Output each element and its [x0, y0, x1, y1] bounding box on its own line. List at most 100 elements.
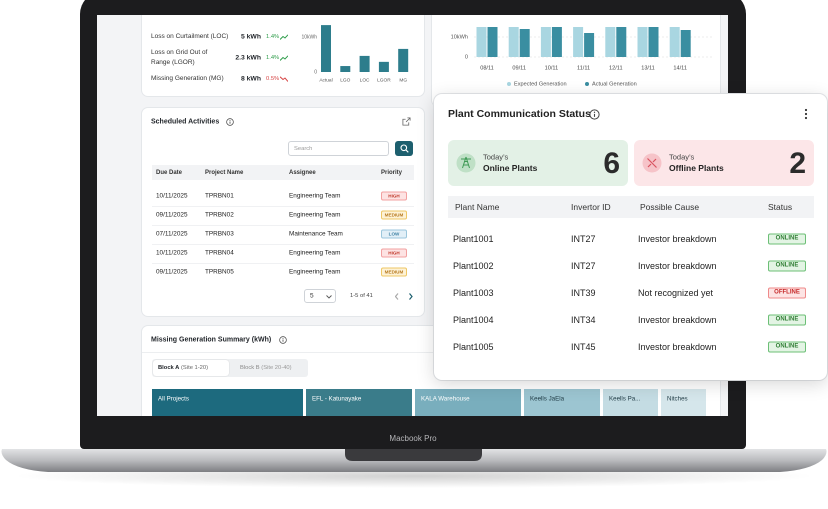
bar	[398, 48, 409, 72]
tab[interactable]: Block A (Site 1-20)	[158, 365, 208, 371]
icon	[804, 116, 808, 120]
bar	[487, 27, 498, 57]
y-tick-label: 10kWh	[301, 34, 317, 40]
online-icon	[456, 153, 476, 173]
x-tick-label: MG	[399, 77, 407, 83]
bar	[584, 33, 595, 57]
divider	[142, 352, 720, 353]
tile-label: Keells JaEla	[530, 395, 565, 403]
bar	[340, 66, 351, 72]
column-header: Invertor ID	[571, 202, 611, 212]
tab-name: Block B	[240, 365, 260, 371]
plant-status-card: Plant Communication Status Today’s Online …	[434, 94, 827, 380]
tab-detail: (Site 1-20)	[181, 365, 209, 371]
info-circle	[279, 336, 287, 344]
table-cell: TPRBN03	[205, 230, 234, 238]
y-tick-label: 10kWh	[451, 34, 468, 40]
icon	[804, 108, 808, 112]
tile-label: Keells Pa...	[609, 395, 641, 403]
status-badge: OFFLINE	[768, 287, 806, 299]
table-cell: TPRBN05	[205, 268, 234, 276]
legend-label: Expected Generation	[514, 81, 567, 87]
table-cell: INT39	[571, 288, 596, 298]
icon	[326, 294, 332, 299]
x-tick-label: 14/11	[673, 65, 687, 71]
screen: Loss on Curtailment (LOC) 5 kWh 1.4% Loss o…	[97, 15, 728, 416]
treemap-tile: EFL - Katunayake	[306, 389, 412, 416]
x-tick-label: 09/11	[512, 65, 526, 71]
loss-change: 1.4%	[266, 34, 280, 40]
table-cell: Engineering Team	[289, 192, 341, 200]
pager-arrow[interactable]	[395, 292, 399, 300]
icon	[804, 112, 808, 116]
search-button[interactable]	[395, 141, 413, 156]
table-cell: INT27	[571, 234, 596, 244]
table-cell: Plant1005	[453, 342, 494, 352]
search-placeholder: Search	[294, 145, 313, 152]
x-tick-label: 11/11	[577, 65, 590, 71]
offline-summary: Today’s Offline Plants 2	[634, 140, 814, 186]
legend-swatch	[507, 82, 511, 86]
loss-value: 8 kWh	[240, 75, 261, 83]
info-circle	[226, 118, 234, 126]
bar	[605, 27, 616, 57]
info-dot	[593, 111, 595, 113]
tile-label: All Projects	[158, 395, 189, 403]
treemap-tile: KALA Warehouse	[415, 389, 521, 416]
bar	[359, 55, 370, 72]
table-cell: 09/11/2025	[156, 268, 188, 276]
icon	[399, 144, 407, 152]
priority-badge: MEDIUM	[381, 267, 407, 277]
tab-name: Block A	[158, 365, 180, 371]
generation-card: 0 10kWh 08/11 09/11 10/11 11/11 12/11 13/11 14/1…	[432, 15, 720, 106]
kebab-menu[interactable]	[804, 108, 808, 120]
pager-arrow[interactable]	[409, 292, 413, 300]
bar	[519, 29, 530, 57]
loss-value: 2.3 kWh	[235, 54, 261, 62]
table-cell: TPRBN04	[205, 249, 234, 257]
online-label: Online Plants	[483, 163, 538, 173]
loss-change: 1.4%	[266, 55, 280, 61]
external-link-icon[interactable]	[402, 117, 411, 126]
treemap-tile: Keells JaEla	[524, 389, 600, 416]
loss-change: 0.5%	[266, 76, 280, 82]
column-header: Due Date	[156, 169, 183, 176]
offline-label: Offline Plants	[669, 163, 724, 173]
row-divider	[152, 224, 414, 226]
priority-badge: MEDIUM	[381, 210, 407, 220]
bar	[637, 27, 648, 57]
icon	[402, 117, 411, 126]
table-cell: 09/11/2025	[156, 211, 188, 219]
search-input[interactable]: Search	[288, 141, 389, 156]
x-tick-label: 08/11	[480, 65, 494, 71]
table-header-bg	[448, 196, 814, 218]
bar	[680, 30, 691, 57]
loss-value: 5 kWh	[240, 33, 261, 41]
icon	[404, 149, 409, 153]
x-tick-label: LOC	[360, 77, 370, 83]
priority-badge: LOW	[381, 229, 407, 239]
x-tick-label: LGOR	[377, 77, 391, 83]
loss-chart: 0 10kWh Actual LGO LOC LGOR MG	[301, 25, 409, 83]
page-range: 1-5 of 41	[350, 293, 373, 299]
tile-label: KALA Warehouse	[421, 395, 470, 403]
row-divider	[152, 262, 414, 264]
status-badge: ONLINE	[768, 260, 806, 272]
table-cell: Maintenance Team	[289, 230, 343, 238]
page-size: 5	[310, 292, 314, 300]
priority-badge: HIGH	[381, 248, 407, 258]
legend-label: Actual Generation	[592, 81, 637, 87]
page-size-select[interactable]: 5	[304, 289, 336, 303]
info-icon	[226, 118, 234, 126]
trend-line	[280, 55, 288, 61]
table-cell: Engineering Team	[289, 211, 341, 219]
x-tick-label: LGO	[340, 77, 350, 83]
tab[interactable]: Block B (Site 20-40)	[240, 365, 292, 371]
x-tick-label: 10/11	[545, 65, 559, 71]
x-tick-label: Actual	[319, 77, 332, 83]
bar	[540, 27, 551, 57]
table-cell: TPRBN02	[205, 211, 234, 219]
column-header: Project Name	[205, 169, 244, 176]
y-tick-label: 0	[314, 69, 317, 75]
